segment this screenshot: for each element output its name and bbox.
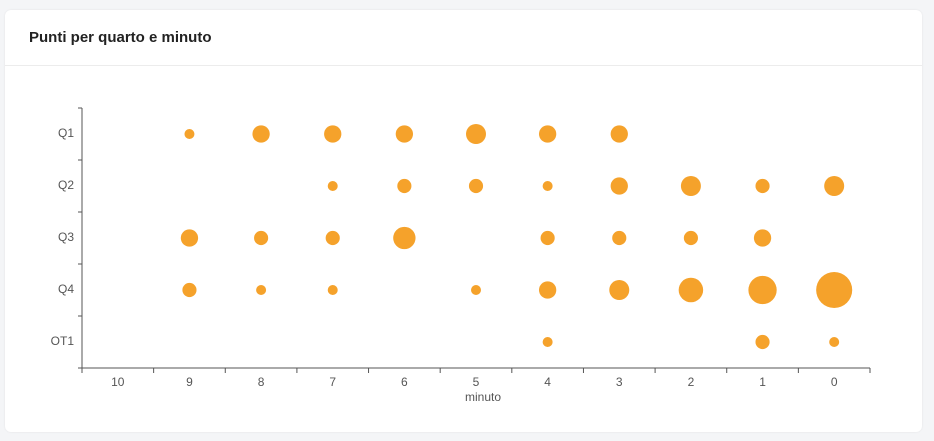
- bubble: [180, 229, 199, 247]
- y-tick-label: Q4: [58, 282, 74, 296]
- bubble: [540, 230, 555, 246]
- bubble: [542, 337, 553, 347]
- bubble: [324, 125, 342, 143]
- x-tick-label: 10: [111, 375, 125, 389]
- bubble: [609, 280, 630, 300]
- x-tick-label: 6: [401, 375, 408, 389]
- bubble: [466, 124, 486, 144]
- y-tick-label: OT1: [51, 334, 75, 348]
- x-tick-label: 2: [688, 375, 695, 389]
- y-tick-label: Q3: [58, 230, 74, 244]
- bubble: [397, 178, 412, 194]
- card-title: Punti per quarto e minuto: [29, 29, 212, 46]
- x-tick-label: 4: [544, 375, 551, 389]
- x-tick-label: 5: [473, 375, 480, 389]
- divider: [5, 65, 922, 66]
- x-tick-label: 1: [759, 375, 766, 389]
- bubble: [610, 177, 628, 195]
- bubble: [612, 230, 627, 246]
- x-tick-label: 7: [329, 375, 336, 389]
- bubble: [829, 337, 840, 347]
- bubble: [468, 178, 484, 194]
- x-tick-label: 0: [831, 375, 838, 389]
- bubble: [680, 176, 701, 196]
- bubble: [753, 229, 772, 247]
- bubble: [538, 125, 557, 143]
- x-tick-label: 9: [186, 375, 193, 389]
- bubble: [182, 282, 197, 298]
- bubble: [816, 271, 853, 309]
- card: Punti per quarto e minuto: [5, 10, 922, 432]
- y-tick-label: Q2: [58, 178, 74, 192]
- y-tick-label: Q1: [58, 126, 74, 140]
- bubble: [678, 277, 704, 303]
- bubble: [538, 281, 557, 299]
- bubble: [471, 285, 481, 295]
- bubble: [327, 181, 338, 191]
- bubble: [755, 334, 770, 350]
- bubble: [254, 230, 269, 246]
- bubble: [252, 125, 270, 143]
- bubble: [542, 181, 553, 191]
- bubble: [325, 230, 340, 246]
- bubble: [824, 176, 845, 196]
- bubble: [256, 285, 267, 295]
- bubble: [755, 178, 770, 194]
- bubble: [393, 226, 416, 250]
- x-tick-label: 3: [616, 375, 623, 389]
- bubble: [395, 125, 414, 143]
- bubble: [610, 125, 628, 143]
- x-axis-label: minuto: [465, 390, 501, 404]
- bubble: [327, 285, 338, 295]
- bubble: [748, 275, 777, 305]
- bubble: [184, 129, 195, 139]
- bubble: [683, 230, 698, 246]
- x-tick-label: 8: [258, 375, 265, 389]
